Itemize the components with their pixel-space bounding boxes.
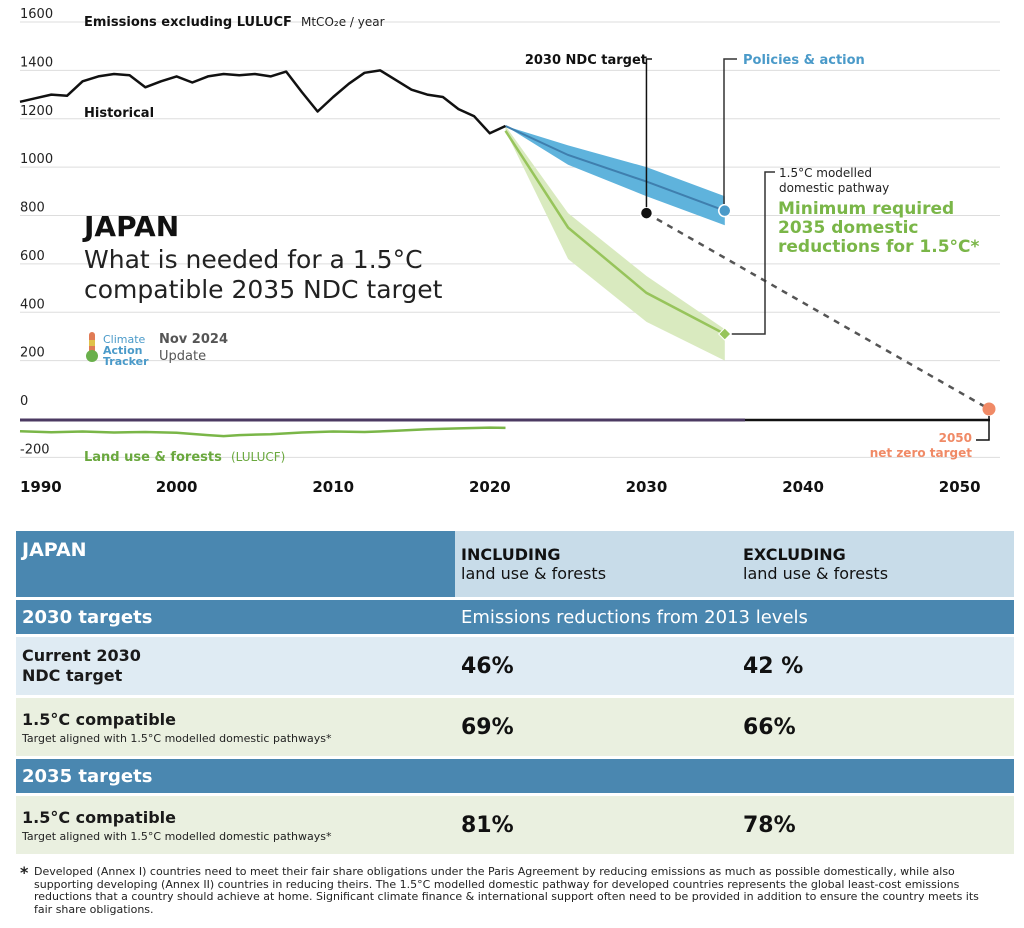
section-2030-title: 2030 targets xyxy=(16,600,455,634)
ndc-leader-line xyxy=(645,58,652,208)
cat-logo: Climate Action Tracker xyxy=(86,332,149,368)
update-label: Update xyxy=(159,349,206,364)
row-2030-15-label: 1.5°C compatible Target aligned with 1.5… xyxy=(16,698,455,756)
row-current-including: 46% xyxy=(455,637,737,695)
net-zero-leader-line xyxy=(976,416,990,441)
subtitle-line2: compatible 2035 NDC target xyxy=(84,275,443,304)
row-current-excluding: 42 % xyxy=(737,637,1014,695)
targets-table: JAPAN INCLUDING land use & forests EXCLU… xyxy=(16,528,1014,857)
y-axis-unit: MtCO₂e / year xyxy=(301,15,385,29)
net-zero-year: 2050 xyxy=(939,431,972,445)
row-2035-15-title: 1.5°C compatible xyxy=(22,807,176,827)
table-row: 1.5°C compatible Target aligned with 1.5… xyxy=(16,796,1014,854)
logo-line1: Climate xyxy=(103,333,146,346)
net-zero-label: net zero target xyxy=(870,446,973,460)
row-2035-15-label: 1.5°C compatible Target aligned with 1.5… xyxy=(16,796,455,854)
footnote-text: Developed (Annex I) countries need to me… xyxy=(34,865,979,916)
section-2035-row: 2035 targets xyxy=(16,759,1014,793)
section-2035-fill xyxy=(455,759,1014,793)
pathway-label-line2: domestic pathway xyxy=(779,181,889,195)
callout-line3: reductions for 1.5°C* xyxy=(778,237,980,257)
thermometer-mid-band xyxy=(89,340,95,346)
callout-line1: Minimum required xyxy=(778,199,954,219)
section-2030-note: Emissions reductions from 2013 levels xyxy=(455,600,1014,634)
header-including-bold: INCLUDING xyxy=(461,545,561,564)
thermometer-bulb xyxy=(86,350,98,362)
pathway-band xyxy=(505,126,725,361)
historical-label: Historical xyxy=(84,106,154,121)
row-2030-15-title: 1.5°C compatible xyxy=(22,709,176,729)
gridlines xyxy=(20,21,1000,458)
row-2030-15-excluding: 66% xyxy=(737,698,1014,756)
y-tick-label: 1000 xyxy=(20,152,53,167)
table-row: 1.5°C compatible Target aligned with 1.5… xyxy=(16,698,1014,756)
historical-line xyxy=(19,69,507,135)
header-including: INCLUDING land use & forests xyxy=(455,531,737,597)
pathway-label-line1: 1.5°C modelled xyxy=(779,166,872,180)
target-markers xyxy=(639,58,996,441)
callout-line2: 2035 domestic xyxy=(778,218,918,238)
ndc-trajectory xyxy=(645,211,990,411)
row-current-label-line2: NDC target xyxy=(22,666,123,685)
y-tick-label: 1400 xyxy=(20,55,53,70)
lulucf-label: Land use & forests (LULUCF) xyxy=(84,446,285,465)
ndc-2030-label: 2030 NDC target xyxy=(525,53,647,68)
y-tick-label: 1200 xyxy=(20,104,53,119)
y-tick-label: 600 xyxy=(20,249,45,264)
row-2035-15-sub: Target aligned with 1.5°C modelled domes… xyxy=(22,829,332,843)
row-2030-15-including: 69% xyxy=(455,698,737,756)
pathway-line xyxy=(504,130,726,336)
country-title: JAPAN xyxy=(82,210,179,243)
pathway-2035-marker xyxy=(718,327,732,341)
logo-line2: Action xyxy=(103,344,142,357)
header-including-sub: land use & forests xyxy=(461,564,607,583)
y-tick-label: 1600 xyxy=(20,7,53,22)
header-excluding-bold: EXCLUDING xyxy=(743,545,846,564)
x-tick-label: 2050 xyxy=(939,478,981,496)
row-current-label-line1: Current 2030 xyxy=(22,646,141,665)
row-2030-15-sub: Target aligned with 1.5°C modelled domes… xyxy=(22,731,332,745)
lulucf-label-bold: Land use & forests xyxy=(84,450,222,465)
header-excluding-sub: land use & forests xyxy=(743,564,889,583)
series-lines xyxy=(19,69,990,438)
x-tick-label: 2000 xyxy=(156,478,198,496)
y-tick-label: 400 xyxy=(20,297,45,312)
x-tick-label: 2040 xyxy=(782,478,824,496)
logo-line3: Tracker xyxy=(103,355,149,368)
lulucf-line xyxy=(19,426,506,438)
policies-label: Policies & action xyxy=(743,53,865,68)
table-country: JAPAN xyxy=(16,531,455,597)
subtitle-line1: What is needed for a 1.5°C xyxy=(84,245,423,274)
table-row: Current 2030 NDC target 46% 42 % xyxy=(16,637,1014,695)
pathway-leader-line xyxy=(731,171,775,335)
section-2035-title: 2035 targets xyxy=(16,759,455,793)
x-tick-label: 2010 xyxy=(312,478,354,496)
x-tick-label: 1990 xyxy=(20,478,62,496)
update-date: Nov 2024 xyxy=(159,332,228,347)
policies-2035-marker xyxy=(718,203,732,218)
table-header-row: JAPAN INCLUDING land use & forests EXCLU… xyxy=(16,531,1014,597)
ndc-2030-marker xyxy=(639,206,654,220)
y-axis-title-bold: Emissions excluding LULUCF xyxy=(84,15,292,30)
policies-line xyxy=(505,125,726,212)
policies-leader-line xyxy=(723,58,737,204)
y-tick-label: 200 xyxy=(20,346,45,361)
y-tick-label: -200 xyxy=(20,442,50,457)
row-current-label: Current 2030 NDC target xyxy=(16,637,455,695)
row-2035-15-including: 81% xyxy=(455,796,737,854)
y-tick-label: 800 xyxy=(20,201,45,216)
x-tick-label: 2030 xyxy=(626,478,668,496)
uncertainty-bands xyxy=(505,126,725,361)
lulucf-label-suffix: (LULUCF) xyxy=(231,450,285,464)
header-excluding: EXCLUDING land use & forests xyxy=(737,531,1014,597)
y-tick-label: 0 xyxy=(20,394,28,409)
y-axis-title: Emissions excluding LULUCF MtCO₂e / year xyxy=(84,11,385,30)
footnote-star: * xyxy=(20,863,29,882)
section-2030-row: 2030 targets Emissions reductions from 2… xyxy=(16,600,1014,634)
x-tick-label: 2020 xyxy=(469,478,511,496)
net-zero-marker xyxy=(982,402,996,416)
row-2035-15-excluding: 78% xyxy=(737,796,1014,854)
